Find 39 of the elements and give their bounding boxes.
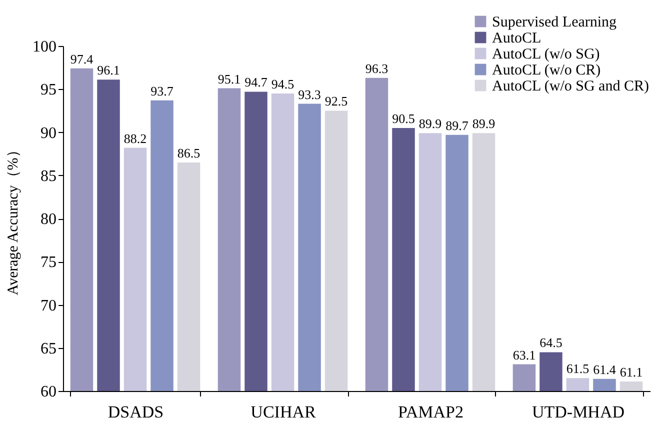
data-label: 94.7 xyxy=(244,74,268,90)
y-tick-label: 65 xyxy=(40,340,56,358)
data-label: 63.1 xyxy=(512,347,536,362)
x-tick-label: DSADS xyxy=(108,402,164,422)
data-label: 86.5 xyxy=(177,145,200,160)
y-tick-label: 95 xyxy=(40,82,56,99)
y-tick-label: 70 xyxy=(40,297,56,314)
data-label: 61.5 xyxy=(566,361,590,376)
data-label: 61.4 xyxy=(593,362,616,377)
data-label: 89.9 xyxy=(472,116,496,132)
legend-label: AutoCL (w/o SG and CR) xyxy=(492,78,649,94)
y-tick-label: 85 xyxy=(40,168,56,185)
data-label: 90.5 xyxy=(392,110,415,126)
data-label: 93.7 xyxy=(150,83,174,98)
data-label: 96.3 xyxy=(365,60,388,76)
x-tick-label: UTD-MHAD xyxy=(532,402,625,422)
data-label: 96.1 xyxy=(97,62,120,78)
x-tick-label: UCIHAR xyxy=(250,402,316,422)
y-tick-label: 80 xyxy=(40,211,56,228)
data-label: 97.4 xyxy=(70,51,94,66)
data-label: 89.9 xyxy=(418,116,442,132)
data-label: 88.2 xyxy=(124,130,147,146)
x-tick-label: PAMAP2 xyxy=(398,402,464,422)
legend-label: AutoCL (w/o CR) xyxy=(492,62,601,78)
legend-label: AutoCL xyxy=(492,30,542,46)
data-label: 64.5 xyxy=(540,335,562,350)
data-label: 94.5 xyxy=(271,76,294,92)
legend-label: Supervised Learning xyxy=(492,14,618,30)
data-label: 89.7 xyxy=(446,118,469,133)
data-label: 61.1 xyxy=(620,364,643,380)
y-tick-label: 75 xyxy=(40,254,56,272)
y-tick-label: 90 xyxy=(40,124,56,142)
y-tick-label: 100 xyxy=(32,38,56,56)
y-axis-title: Average Accuracy（%） xyxy=(6,142,22,296)
data-label: 93.3 xyxy=(298,86,321,102)
legend-label: AutoCL (w/o SG) xyxy=(492,46,600,62)
data-label: 95.1 xyxy=(218,71,241,86)
y-tick-label: 60 xyxy=(40,384,56,400)
data-label: 92.5 xyxy=(324,94,348,109)
